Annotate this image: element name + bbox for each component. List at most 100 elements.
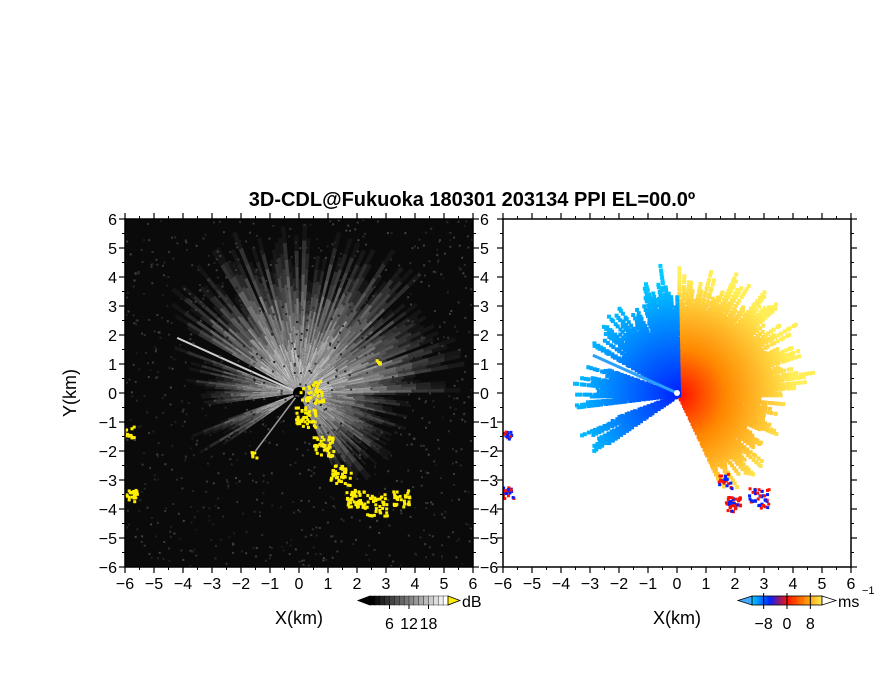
reflectivity-noise-pixel [455,461,458,464]
reflectivity-ray-cell [285,321,290,336]
reflectivity-noise-pixel [152,430,155,433]
reflectivity-ray-cell [314,312,321,329]
reflectivity-highlight-pixel [363,506,367,510]
velocity-cell [801,375,806,380]
reflectivity-ray-cell [246,306,258,323]
reflectivity-noise-pixel [374,473,377,476]
reflectivity-noise-pixel [395,479,398,482]
reflectivity-ray-cell [321,402,330,407]
reflectivity-ray-cell [397,331,412,342]
reflectivity-noise-pixel [418,274,421,277]
reflectivity-noise-pixel [433,513,436,516]
reflectivity-noise-pixel [137,270,140,273]
y-tick-label: −5 [99,531,117,548]
reflectivity-ray-cell [245,263,256,282]
reflectivity-noise-pixel [262,423,265,426]
reflectivity-ray-cell [286,317,291,333]
reflectivity-ray-cell [186,321,202,333]
reflectivity-noise-pixel [344,370,347,373]
reflectivity-noise-pixel [407,534,410,537]
reflectivity-ray-cell [296,354,299,368]
reflectivity-noise-pixel [269,554,272,557]
reflectivity-noise-pixel [459,464,462,467]
reflectivity-ray-cell [313,349,322,365]
reflectivity-ray-cell [344,420,353,427]
reflectivity-ray-cell [310,402,318,408]
reflectivity-ray-cell [392,353,409,363]
reflectivity-ray-cell [339,426,348,433]
velocity-cell [768,400,773,405]
reflectivity-noise-pixel [148,553,151,556]
reflectivity-ray-cell [328,362,337,370]
reflectivity-noise-pixel [281,306,284,309]
reflectivity-noise-pixel [212,428,215,431]
reflectivity-highlight-pixel [392,490,396,494]
reflectivity-noise-pixel [372,295,375,298]
reflectivity-noise-pixel [153,330,156,333]
reflectivity-ray-cell [272,283,279,297]
reflectivity-ray-cell [397,370,416,377]
reflectivity-ray-cell [354,417,365,424]
reflectivity-ray-cell [285,360,293,378]
reflectivity-ray-cell [346,332,361,346]
reflectivity-ray-cell [359,430,368,437]
reflectivity-ray-cell [361,438,372,448]
reflectivity-ray-cell [354,292,367,309]
reflectivity-noise-pixel [155,535,158,538]
reflectivity-highlight-pixel [300,408,304,412]
reflectivity-noise-pixel [143,395,146,398]
reflectivity-ray-cell [255,349,266,359]
reflectivity-noise-pixel [129,253,132,256]
velocity-cell [769,371,774,376]
reflectivity-ray-cell [258,296,268,314]
reflectivity-noise-pixel [380,431,383,434]
reflectivity-ray-cell [371,432,381,440]
reflectivity-noise-pixel [431,503,434,506]
reflectivity-highlight-pixel [316,444,320,448]
reflectivity-noise-pixel [410,443,413,446]
reflectivity-noise-pixel [455,450,458,453]
reflectivity-ray-cell [374,338,389,349]
reflectivity-highlight-pixel [343,481,347,485]
reflectivity-noise-pixel [366,371,369,374]
reflectivity-ray-cell [180,284,196,299]
reflectivity-ray-cell [196,320,211,332]
reflectivity-noise-pixel [373,275,376,278]
velocity-cell [745,428,750,433]
reflectivity-ray-cell [300,365,304,380]
reflectivity-ray-cell [357,338,367,347]
reflectivity-noise-pixel [418,397,421,400]
reflectivity-ray-cell [332,326,342,339]
reflectivity-noise-pixel [193,516,196,519]
velocity-cell [781,386,786,391]
reflectivity-ray-cell [363,427,373,435]
reflectivity-ray-cell [259,404,268,409]
reflectivity-ray-cell [308,325,314,340]
reflectivity-ray-cell [403,373,416,379]
reflectivity-noise-pixel [222,242,225,245]
reflectivity-noise-pixel [132,285,135,288]
reflectivity-noise-pixel [396,380,399,383]
velocity-cell [774,401,779,406]
reflectivity-noise-pixel [128,378,131,381]
reflectivity-noise-pixel [170,423,173,426]
reflectivity-noise-pixel [381,261,384,264]
reflectivity-ray-cell [332,396,345,399]
reflectivity-noise-pixel [340,422,343,425]
reflectivity-ray-cell [304,253,310,270]
velocity-cell [748,455,753,460]
reflectivity-ray-cell [343,350,352,359]
reflectivity-highlight-pixel [299,419,303,423]
reflectivity-ray-cell [430,384,446,390]
reflectivity-noise-pixel [399,433,402,436]
velocity-cell [729,475,734,480]
reflectivity-noise-pixel [325,407,328,410]
reflectivity-noise-pixel [196,510,199,513]
reflectivity-noise-pixel [261,418,264,421]
reflectivity-noise-pixel [245,530,248,533]
reflectivity-ray-cell [298,361,299,378]
reflectivity-highlight-pixel [313,444,317,448]
reflectivity-highlight-pixel [253,451,257,455]
reflectivity-noise-pixel [192,454,195,457]
reflectivity-ray-cell [360,326,371,336]
